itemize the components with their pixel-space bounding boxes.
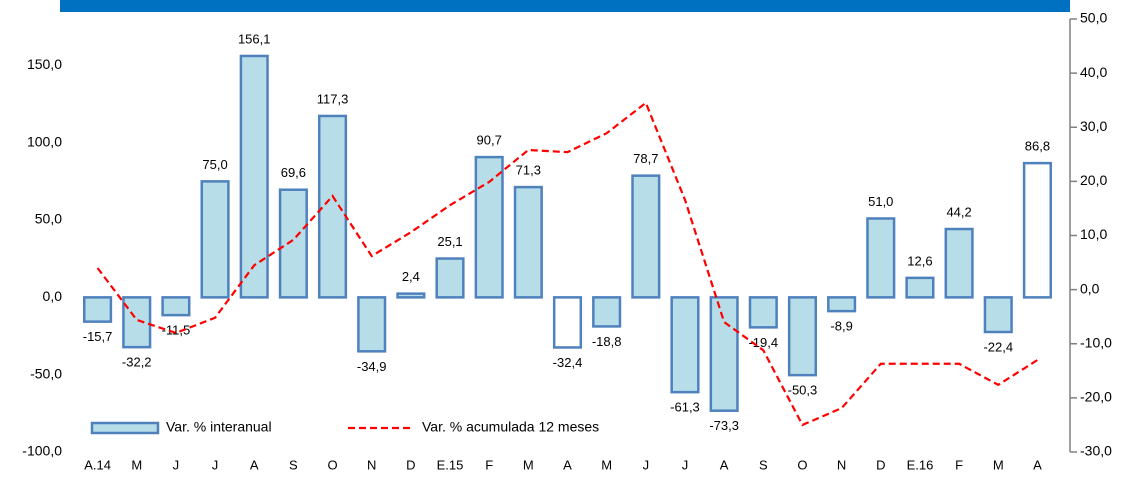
data-label: -50,3 (788, 383, 818, 398)
y2-tick-label: 30,0 (1080, 118, 1107, 134)
data-label: 86,8 (1025, 139, 1050, 154)
x-tick-label: E.16 (907, 457, 934, 472)
x-tick-label: O (327, 457, 337, 472)
y2-tick-label: -20,0 (1080, 389, 1112, 405)
x-tick-label: O (797, 457, 807, 472)
x-tick-label: S (289, 457, 298, 472)
data-label: 156,1 (238, 31, 271, 46)
data-label: 44,2 (946, 204, 971, 219)
data-label: 90,7 (477, 133, 502, 148)
data-label: -34,9 (357, 359, 387, 374)
x-tick-label: S (759, 457, 768, 472)
x-tick-label: A (563, 457, 572, 472)
data-label: -22,4 (983, 339, 1013, 354)
bar (278, 188, 308, 299)
data-label: -61,3 (670, 400, 700, 415)
y2-tick-label: 40,0 (1080, 64, 1107, 80)
bar (200, 180, 230, 299)
bar (357, 296, 387, 353)
y2-tick-label: 50,0 (1080, 10, 1107, 26)
legend-label: Var. % acumulada 12 meses (422, 419, 599, 435)
data-label: -32,2 (122, 355, 152, 370)
bar (866, 217, 896, 299)
data-label: 25,1 (437, 234, 462, 249)
bar (396, 292, 426, 299)
bar (513, 185, 543, 299)
data-label: -32,4 (553, 355, 583, 370)
x-tick-label: J (212, 457, 219, 472)
x-tick-label: J (682, 457, 689, 472)
x-tick-label: D (876, 457, 885, 472)
bar (83, 296, 113, 323)
x-tick-label: A (720, 457, 729, 472)
data-label: 78,7 (633, 151, 658, 166)
data-label: -8,9 (830, 319, 852, 334)
x-tick-label: J (643, 457, 650, 472)
data-label: -18,8 (592, 334, 622, 349)
bar (1022, 161, 1052, 299)
y-tick-label: 0,0 (43, 288, 63, 304)
y-tick-label: -100,0 (22, 443, 62, 459)
x-tick-label: F (955, 457, 963, 472)
x-tick-label: E.15 (437, 457, 464, 472)
bar (670, 296, 700, 394)
bar (983, 296, 1013, 334)
data-label: 117,3 (317, 91, 349, 106)
data-label: 71,3 (516, 163, 541, 178)
data-label: -15,7 (83, 329, 113, 344)
y2-tick-label: 20,0 (1080, 172, 1107, 188)
bar (317, 114, 348, 299)
x-tick-label: D (406, 457, 415, 472)
data-label: 69,6 (281, 165, 306, 180)
data-label: 75,0 (202, 157, 227, 172)
x-tick-label: M (601, 457, 612, 472)
bar (239, 54, 269, 299)
x-tick-label: A (250, 457, 259, 472)
y2-tick-label: -30,0 (1080, 443, 1112, 459)
bar (827, 296, 857, 313)
x-tick-label: J (173, 457, 180, 472)
data-label: 2,4 (402, 269, 420, 284)
bar (709, 296, 739, 412)
x-tick-label: A.14 (84, 457, 111, 472)
x-tick-label: N (837, 457, 846, 472)
bar (905, 276, 935, 299)
data-label: -11,5 (162, 323, 191, 338)
y2-tick-label: -10,0 (1080, 334, 1112, 350)
y-tick-label: 50,0 (35, 211, 62, 227)
data-label: 51,0 (868, 194, 893, 209)
y-tick-label: 150,0 (27, 56, 62, 72)
x-tick-label: M (523, 457, 534, 472)
y-tick-label: -50,0 (30, 365, 62, 381)
bar (435, 257, 465, 299)
y-tick-label: 100,0 (27, 133, 62, 149)
data-label: -73,3 (709, 418, 739, 433)
data-label: 12,6 (907, 253, 932, 268)
bar (161, 296, 191, 317)
bar (944, 227, 974, 299)
x-tick-label: A (1033, 457, 1042, 472)
bar (552, 296, 583, 349)
x-tick-label: N (367, 457, 376, 472)
x-tick-label: M (993, 457, 1004, 472)
bar (122, 296, 152, 349)
header-band (60, 0, 1070, 12)
bar (787, 296, 818, 377)
legend-label: Var. % interanual (166, 419, 272, 435)
y2-tick-label: 0,0 (1080, 280, 1100, 296)
x-tick-label: M (131, 457, 142, 472)
bar (474, 155, 504, 299)
line (96, 101, 1039, 427)
y2-tick-label: 10,0 (1080, 226, 1107, 242)
bar (592, 296, 622, 328)
bar (748, 296, 778, 329)
bar (631, 174, 661, 299)
legend-swatch (90, 421, 160, 435)
x-tick-label: F (485, 457, 493, 472)
